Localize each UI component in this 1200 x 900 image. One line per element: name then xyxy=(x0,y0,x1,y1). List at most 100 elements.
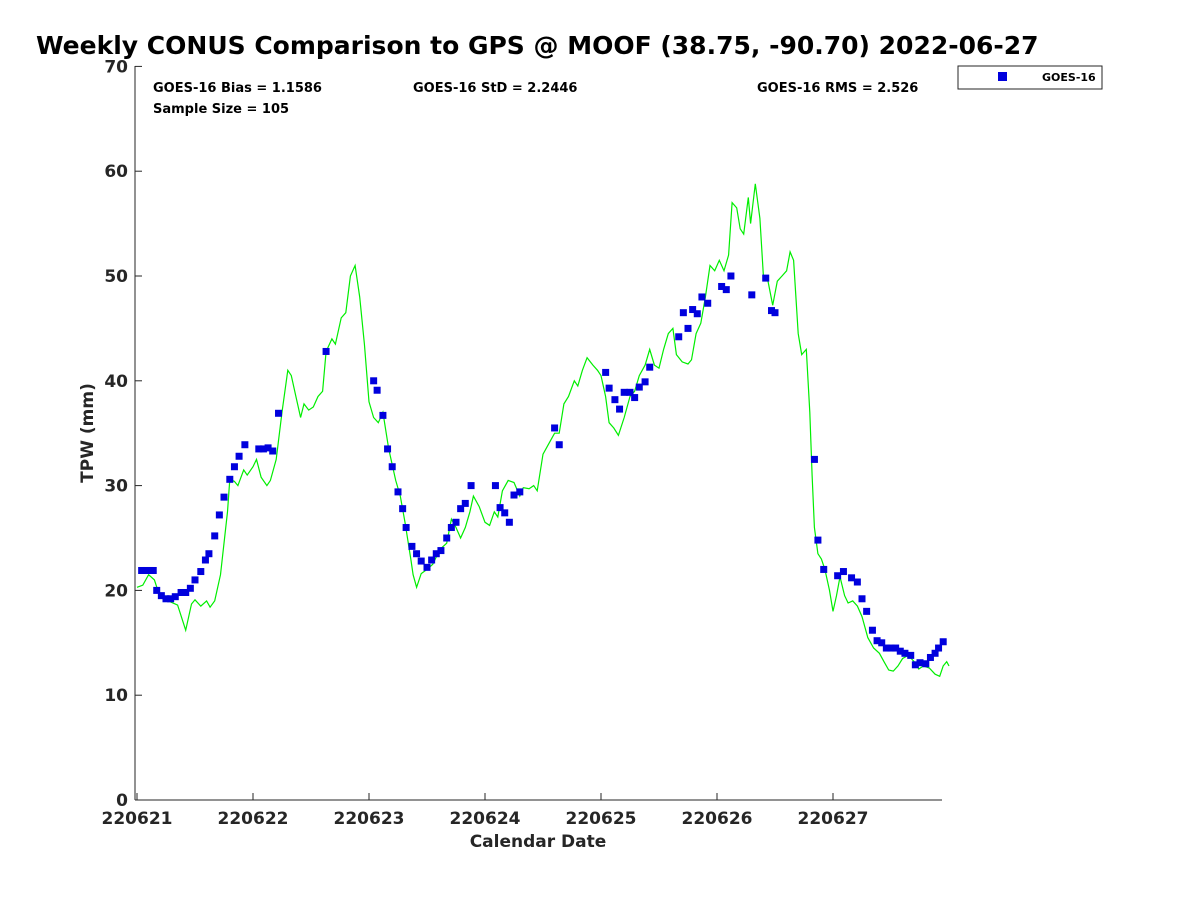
data-point xyxy=(182,588,190,596)
y-tick-label: 50 xyxy=(104,267,128,287)
data-point xyxy=(679,309,687,317)
legend-box xyxy=(957,65,1103,90)
y-tick-label: 60 xyxy=(104,162,128,182)
data-point xyxy=(388,463,396,471)
data-point xyxy=(211,532,219,540)
data-point xyxy=(602,368,610,376)
data-point xyxy=(171,593,179,601)
data-point xyxy=(215,511,223,519)
x-tick-label: 220623 xyxy=(334,809,405,829)
x-tick-label: 220625 xyxy=(566,809,637,829)
data-point xyxy=(467,482,475,490)
data-point xyxy=(399,505,407,513)
data-point xyxy=(834,572,842,580)
data-point xyxy=(926,653,934,661)
data-point xyxy=(718,282,726,290)
data-point xyxy=(620,388,628,396)
data-point xyxy=(641,378,649,386)
stat-std: GOES-16 StD = 2.2446 xyxy=(413,81,577,96)
data-point xyxy=(722,286,730,294)
data-point xyxy=(901,649,909,657)
data-point xyxy=(698,293,706,301)
data-point xyxy=(496,504,504,512)
data-point xyxy=(704,299,712,307)
data-point xyxy=(935,644,943,652)
data-point xyxy=(771,309,779,317)
data-point xyxy=(461,499,469,507)
y-axis-label: TPW (mm) xyxy=(78,383,98,483)
data-point xyxy=(255,445,263,453)
data-point xyxy=(907,651,915,659)
data-point xyxy=(748,291,756,299)
data-point xyxy=(379,411,387,419)
data-point xyxy=(447,524,455,532)
data-point xyxy=(432,550,440,558)
data-point xyxy=(611,396,619,404)
data-point xyxy=(922,660,930,668)
data-point xyxy=(635,383,643,391)
data-point xyxy=(505,518,513,526)
data-point xyxy=(810,455,818,463)
data-point xyxy=(275,409,283,417)
x-tick-label: 220621 xyxy=(102,809,173,829)
data-point xyxy=(191,576,199,584)
data-point xyxy=(931,649,939,657)
data-point xyxy=(408,542,416,550)
data-point xyxy=(684,324,692,332)
data-point xyxy=(264,444,272,452)
data-point xyxy=(373,386,381,394)
data-point xyxy=(887,644,895,652)
data-point xyxy=(555,441,563,449)
data-point xyxy=(384,445,392,453)
data-point xyxy=(873,637,881,645)
data-point xyxy=(839,568,847,576)
data-point xyxy=(762,274,770,282)
data-point xyxy=(863,607,871,615)
data-point xyxy=(162,595,170,603)
y-tick-label: 20 xyxy=(104,581,128,601)
data-point xyxy=(443,534,451,542)
data-point xyxy=(892,644,900,652)
data-point xyxy=(423,563,431,571)
legend-marker-goes16 xyxy=(998,72,1007,81)
data-point xyxy=(911,661,919,669)
x-tick-label: 220624 xyxy=(450,809,521,829)
data-point xyxy=(814,536,822,544)
data-point xyxy=(820,565,828,573)
chart-title: Weekly CONUS Comparison to GPS @ MOOF (3… xyxy=(36,31,1039,60)
data-point xyxy=(882,644,890,652)
stat-sample-size: Sample Size = 105 xyxy=(153,102,289,117)
data-point xyxy=(631,394,639,402)
legend: GOES-16 xyxy=(957,65,1103,90)
data-point xyxy=(153,586,161,594)
data-point xyxy=(394,488,402,496)
y-tick-label: 70 xyxy=(104,57,128,77)
axis-ticks: 0 10 20 30 40 50 60 70 220621 220622 220623 220624 2… xyxy=(102,57,869,829)
data-point xyxy=(878,639,886,647)
data-point xyxy=(858,595,866,603)
data-point xyxy=(689,306,697,314)
y-tick-label: 0 xyxy=(116,791,128,811)
gps-line-series xyxy=(136,183,950,678)
data-point xyxy=(157,592,165,600)
data-point xyxy=(605,384,613,392)
plot-area xyxy=(134,66,942,801)
data-point xyxy=(516,488,524,496)
stat-bias: GOES-16 Bias = 1.1586 xyxy=(153,81,322,96)
data-point xyxy=(201,556,209,564)
data-point xyxy=(241,441,249,449)
data-point xyxy=(186,584,194,592)
data-point xyxy=(939,638,947,646)
y-tick-label: 30 xyxy=(104,477,128,497)
data-point xyxy=(205,550,213,558)
data-point xyxy=(848,574,856,582)
data-point xyxy=(259,445,267,453)
data-point xyxy=(616,405,624,413)
x-tick-label: 220626 xyxy=(682,809,753,829)
data-point xyxy=(868,626,876,634)
data-point xyxy=(693,310,701,318)
data-point xyxy=(501,509,509,517)
data-point xyxy=(626,388,634,396)
data-point xyxy=(417,557,425,565)
